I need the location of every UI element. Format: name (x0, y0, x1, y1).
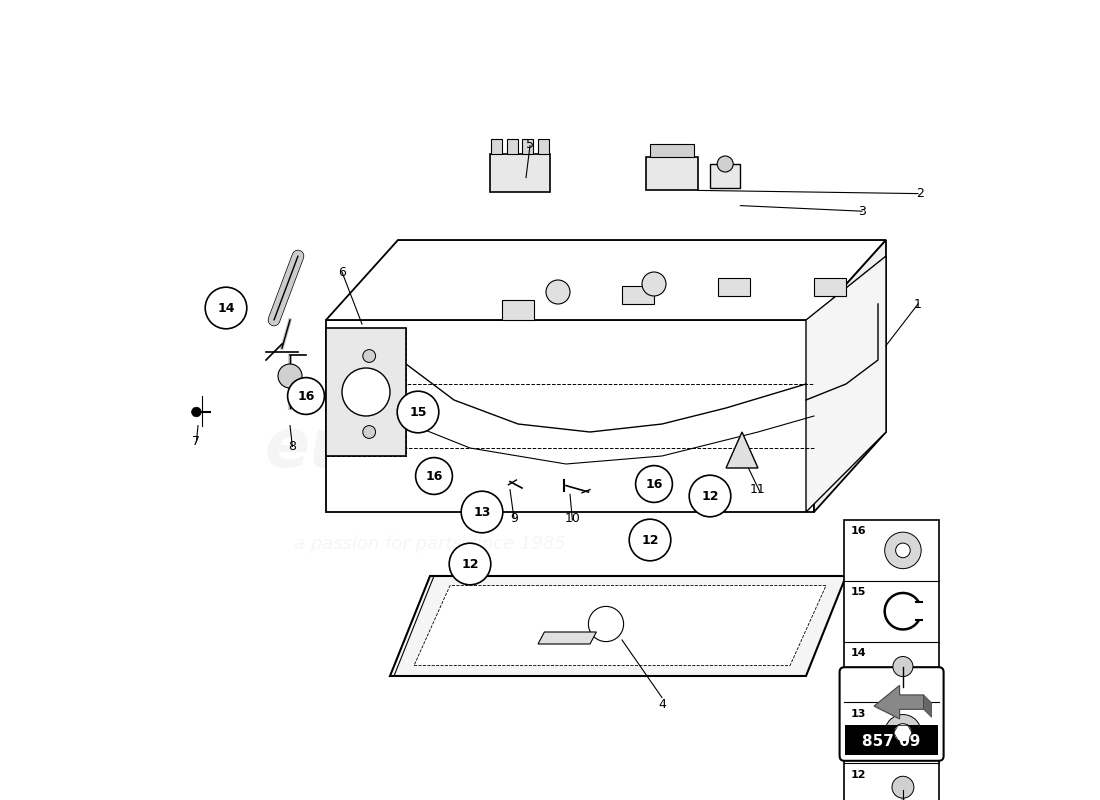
Text: 13: 13 (850, 709, 866, 719)
Bar (814, 278, 846, 296)
Circle shape (206, 287, 246, 329)
Polygon shape (874, 686, 924, 719)
Text: 16: 16 (426, 470, 442, 482)
Text: 15: 15 (409, 406, 427, 418)
Circle shape (449, 543, 491, 585)
Circle shape (588, 606, 624, 642)
Text: 14: 14 (218, 302, 234, 314)
Bar (522, 139, 534, 154)
Text: 5: 5 (526, 138, 534, 150)
Circle shape (191, 407, 201, 417)
Text: 7: 7 (192, 435, 200, 448)
Circle shape (893, 657, 913, 677)
Text: 10: 10 (564, 512, 581, 525)
Bar (650, 144, 694, 157)
Circle shape (629, 519, 671, 561)
Text: 2: 2 (915, 187, 924, 200)
Text: a passion for parts since 1985: a passion for parts since 1985 (294, 535, 565, 553)
Polygon shape (726, 432, 758, 468)
Text: 11: 11 (750, 483, 766, 496)
Text: 12: 12 (641, 534, 659, 546)
Text: 14: 14 (850, 648, 867, 658)
Circle shape (717, 156, 734, 172)
Text: 13: 13 (473, 506, 491, 518)
Bar (490, 154, 550, 192)
Circle shape (342, 368, 390, 416)
Bar (621, 286, 654, 304)
Text: 16: 16 (297, 390, 315, 402)
Text: 12: 12 (461, 558, 478, 570)
Circle shape (690, 475, 730, 517)
Text: 4: 4 (658, 698, 666, 710)
Text: eurob: eurob (264, 415, 484, 481)
Bar (491, 139, 502, 154)
FancyBboxPatch shape (839, 667, 944, 761)
Bar (646, 157, 698, 190)
Text: 15: 15 (850, 587, 866, 597)
Text: 857 09: 857 09 (862, 734, 921, 750)
Text: 16: 16 (646, 478, 662, 490)
Polygon shape (924, 695, 932, 718)
Bar (502, 300, 534, 320)
Circle shape (884, 714, 921, 751)
Bar (506, 139, 518, 154)
Bar (718, 278, 750, 296)
Circle shape (636, 466, 672, 502)
Circle shape (461, 491, 503, 533)
Polygon shape (390, 576, 846, 676)
Polygon shape (326, 320, 814, 512)
Polygon shape (538, 632, 596, 644)
Polygon shape (806, 256, 886, 512)
Text: 3: 3 (858, 205, 866, 218)
Circle shape (546, 280, 570, 304)
Text: 8: 8 (288, 440, 296, 453)
Circle shape (363, 426, 375, 438)
Circle shape (287, 378, 324, 414)
Text: 9: 9 (510, 512, 518, 525)
Circle shape (416, 458, 452, 494)
Polygon shape (326, 240, 886, 320)
Text: 16: 16 (850, 526, 867, 537)
Circle shape (895, 543, 910, 558)
Circle shape (363, 350, 375, 362)
Polygon shape (414, 586, 826, 666)
Circle shape (884, 532, 921, 569)
Circle shape (397, 391, 439, 433)
Circle shape (892, 776, 914, 798)
Text: 12: 12 (850, 770, 867, 779)
Bar (538, 139, 549, 154)
Polygon shape (814, 240, 886, 512)
Circle shape (894, 724, 912, 742)
Bar (845, 725, 938, 755)
Text: 12: 12 (702, 490, 718, 502)
Polygon shape (326, 328, 406, 456)
Circle shape (642, 272, 666, 296)
Text: 6: 6 (338, 266, 345, 278)
Bar (710, 164, 740, 188)
Bar (845, 520, 938, 800)
Text: 1: 1 (914, 298, 922, 310)
Circle shape (278, 364, 303, 388)
